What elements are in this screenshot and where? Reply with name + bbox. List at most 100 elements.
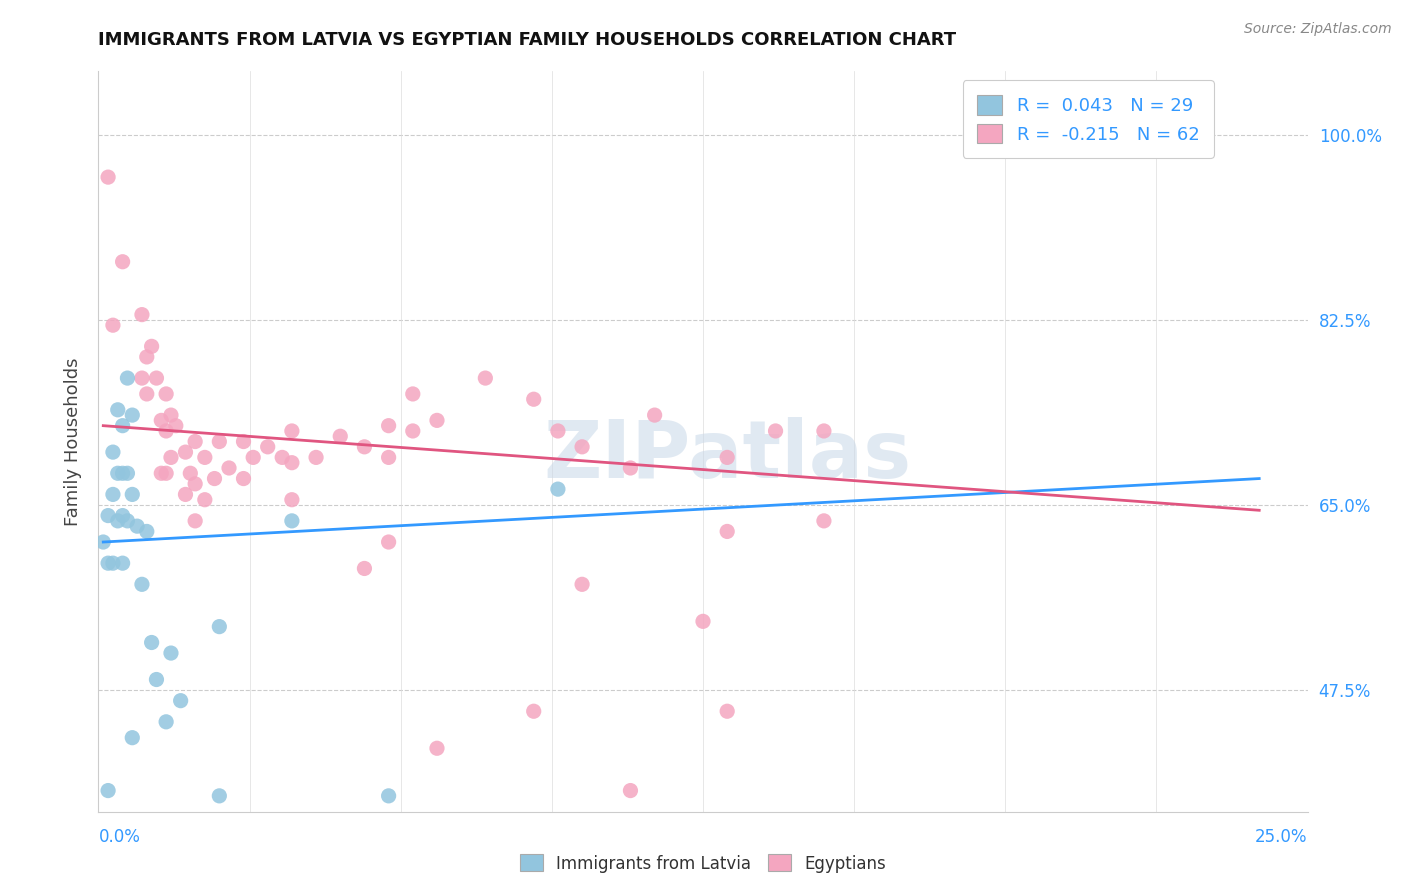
Point (281, 456, 304, 470)
Point (474, 371, 496, 385)
Point (150, 467, 173, 481)
Point (155, 387, 177, 401)
Point (208, 789, 231, 803)
Point (101, 487, 124, 501)
Point (523, 392, 546, 407)
Point (281, 424, 304, 438)
Point (169, 694, 191, 708)
Point (131, 577, 153, 591)
Point (523, 704, 546, 718)
Point (117, 514, 139, 528)
Point (131, 308, 153, 322)
Legend: R =  0.043   N = 29, R =  -0.215   N = 62: R = 0.043 N = 29, R = -0.215 N = 62 (963, 80, 1213, 158)
Point (377, 418, 399, 433)
Point (619, 461, 641, 475)
Point (402, 387, 425, 401)
Point (402, 424, 425, 438)
Point (716, 524, 738, 539)
Point (179, 467, 201, 481)
Point (619, 783, 641, 797)
Point (571, 577, 593, 591)
Point (91, 535, 114, 549)
Point (547, 424, 569, 438)
Point (184, 434, 207, 449)
Point (232, 471, 254, 485)
Point (232, 434, 254, 449)
Point (111, 556, 134, 570)
Point (155, 424, 177, 438)
Point (145, 673, 167, 687)
Text: IMMIGRANTS FROM LATVIA VS EGYPTIAN FAMILY HOUSEHOLDS CORRELATION CHART: IMMIGRANTS FROM LATVIA VS EGYPTIAN FAMIL… (98, 31, 956, 49)
Point (271, 450, 294, 465)
Point (426, 741, 449, 756)
Point (135, 350, 157, 364)
Point (155, 467, 177, 481)
Point (329, 429, 352, 443)
Point (174, 487, 197, 501)
Text: 25.0%: 25.0% (1256, 828, 1308, 846)
Point (135, 387, 157, 401)
Point (194, 492, 217, 507)
Point (813, 424, 835, 438)
Text: 0.0%: 0.0% (98, 828, 141, 846)
Point (135, 524, 157, 539)
Point (127, 519, 149, 533)
Point (111, 508, 134, 523)
Point (111, 467, 134, 481)
Point (716, 704, 738, 718)
Point (184, 476, 207, 491)
Point (160, 450, 183, 465)
Point (377, 450, 399, 465)
Point (281, 492, 304, 507)
Point (97, 783, 120, 797)
Legend: Immigrants from Latvia, Egyptians: Immigrants from Latvia, Egyptians (513, 847, 893, 880)
Point (145, 371, 167, 385)
Point (716, 450, 738, 465)
Point (692, 615, 714, 629)
Point (117, 371, 139, 385)
Point (765, 424, 787, 438)
Point (111, 254, 134, 268)
Point (204, 471, 226, 485)
Point (644, 408, 666, 422)
Point (184, 514, 207, 528)
Point (97, 170, 120, 185)
Point (208, 434, 231, 449)
Point (107, 467, 129, 481)
Point (242, 450, 264, 465)
Point (377, 789, 399, 803)
Point (150, 413, 173, 427)
Point (107, 514, 129, 528)
Point (107, 402, 129, 417)
Point (121, 408, 143, 422)
Point (377, 535, 399, 549)
Point (155, 714, 177, 729)
Point (353, 440, 375, 454)
Point (256, 440, 278, 454)
Text: Source: ZipAtlas.com: Source: ZipAtlas.com (1244, 22, 1392, 37)
Point (160, 646, 183, 660)
Point (97, 556, 120, 570)
Point (426, 413, 449, 427)
Point (97, 508, 120, 523)
Point (547, 482, 569, 496)
Point (101, 556, 124, 570)
Point (165, 418, 187, 433)
Point (101, 318, 124, 333)
Point (174, 445, 197, 459)
Point (117, 467, 139, 481)
Point (160, 408, 183, 422)
Point (141, 339, 163, 353)
Point (111, 418, 134, 433)
Point (218, 461, 240, 475)
Point (141, 635, 163, 649)
Point (121, 487, 143, 501)
Point (571, 440, 593, 454)
Point (194, 450, 217, 465)
Point (101, 445, 124, 459)
Point (353, 561, 375, 575)
Text: ZIPatlas: ZIPatlas (543, 417, 911, 495)
Point (281, 514, 304, 528)
Point (813, 514, 835, 528)
Point (208, 619, 231, 633)
